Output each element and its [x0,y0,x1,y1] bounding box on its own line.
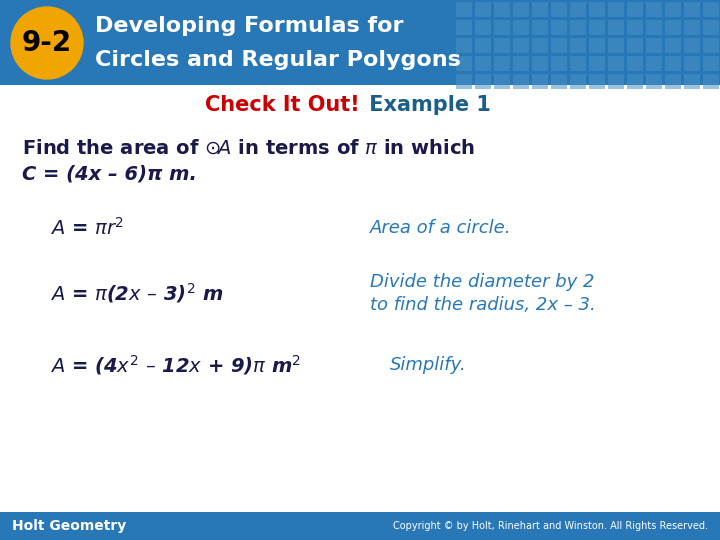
FancyBboxPatch shape [684,38,700,53]
FancyBboxPatch shape [665,56,681,71]
FancyBboxPatch shape [551,38,567,53]
FancyBboxPatch shape [703,38,719,53]
FancyBboxPatch shape [551,2,567,17]
Text: Developing Formulas for: Developing Formulas for [95,16,403,36]
FancyBboxPatch shape [0,0,720,85]
FancyBboxPatch shape [513,2,529,17]
FancyBboxPatch shape [684,2,700,17]
FancyBboxPatch shape [570,38,586,53]
FancyBboxPatch shape [646,74,662,89]
Text: Holt Geometry: Holt Geometry [12,519,126,533]
FancyBboxPatch shape [684,20,700,35]
FancyBboxPatch shape [513,56,529,71]
FancyBboxPatch shape [551,56,567,71]
Text: Area of a circle.: Area of a circle. [370,219,511,237]
FancyBboxPatch shape [456,56,472,71]
FancyBboxPatch shape [475,38,491,53]
FancyBboxPatch shape [570,74,586,89]
Text: Divide the diameter by 2: Divide the diameter by 2 [370,273,595,291]
FancyBboxPatch shape [589,2,605,17]
FancyBboxPatch shape [532,2,548,17]
FancyBboxPatch shape [475,2,491,17]
FancyBboxPatch shape [532,56,548,71]
FancyBboxPatch shape [627,38,643,53]
FancyBboxPatch shape [608,56,624,71]
FancyBboxPatch shape [608,20,624,35]
FancyBboxPatch shape [646,38,662,53]
Text: $A$ = (4$x^2$ – 12$x$ + 9)$\pi$ m$^2$: $A$ = (4$x^2$ – 12$x$ + 9)$\pi$ m$^2$ [50,353,301,377]
FancyBboxPatch shape [551,74,567,89]
FancyBboxPatch shape [456,2,472,17]
FancyBboxPatch shape [551,20,567,35]
FancyBboxPatch shape [513,74,529,89]
FancyBboxPatch shape [570,20,586,35]
FancyBboxPatch shape [665,38,681,53]
FancyBboxPatch shape [627,74,643,89]
FancyBboxPatch shape [627,20,643,35]
Circle shape [11,7,83,79]
FancyBboxPatch shape [608,74,624,89]
FancyBboxPatch shape [684,56,700,71]
Text: Simplify.: Simplify. [390,356,467,374]
FancyBboxPatch shape [0,512,720,540]
FancyBboxPatch shape [456,38,472,53]
FancyBboxPatch shape [532,74,548,89]
FancyBboxPatch shape [608,38,624,53]
FancyBboxPatch shape [589,56,605,71]
FancyBboxPatch shape [456,74,472,89]
FancyBboxPatch shape [665,2,681,17]
FancyBboxPatch shape [513,20,529,35]
Text: to find the radius, 2x – 3.: to find the radius, 2x – 3. [370,296,595,314]
FancyBboxPatch shape [494,74,510,89]
FancyBboxPatch shape [627,56,643,71]
FancyBboxPatch shape [475,74,491,89]
FancyBboxPatch shape [665,74,681,89]
FancyBboxPatch shape [494,38,510,53]
FancyBboxPatch shape [589,38,605,53]
Text: $A$ = $\pi r^2$: $A$ = $\pi r^2$ [50,217,124,239]
FancyBboxPatch shape [570,2,586,17]
FancyBboxPatch shape [456,20,472,35]
FancyBboxPatch shape [532,38,548,53]
Text: C = (4x – 6)π m.: C = (4x – 6)π m. [22,165,197,184]
FancyBboxPatch shape [475,20,491,35]
FancyBboxPatch shape [703,74,719,89]
FancyBboxPatch shape [703,20,719,35]
FancyBboxPatch shape [646,20,662,35]
Text: Copyright © by Holt, Rinehart and Winston. All Rights Reserved.: Copyright © by Holt, Rinehart and Winsto… [393,521,708,531]
FancyBboxPatch shape [589,20,605,35]
FancyBboxPatch shape [513,38,529,53]
Text: Example 1: Example 1 [362,95,491,115]
FancyBboxPatch shape [494,2,510,17]
FancyBboxPatch shape [608,2,624,17]
FancyBboxPatch shape [703,56,719,71]
FancyBboxPatch shape [665,20,681,35]
FancyBboxPatch shape [646,56,662,71]
Text: Find the area of $\odot\!A$ in terms of $\pi$ in which: Find the area of $\odot\!A$ in terms of … [22,138,475,158]
FancyBboxPatch shape [570,56,586,71]
Text: Check It Out!: Check It Out! [205,95,360,115]
FancyBboxPatch shape [589,74,605,89]
Text: Circles and Regular Polygons: Circles and Regular Polygons [95,50,461,70]
Text: 9-2: 9-2 [22,29,72,57]
FancyBboxPatch shape [627,2,643,17]
FancyBboxPatch shape [532,20,548,35]
FancyBboxPatch shape [646,2,662,17]
FancyBboxPatch shape [494,20,510,35]
FancyBboxPatch shape [703,2,719,17]
FancyBboxPatch shape [475,56,491,71]
FancyBboxPatch shape [494,56,510,71]
FancyBboxPatch shape [684,74,700,89]
Text: $A$ = $\pi$(2$x$ – 3)$^2$ m: $A$ = $\pi$(2$x$ – 3)$^2$ m [50,281,223,305]
